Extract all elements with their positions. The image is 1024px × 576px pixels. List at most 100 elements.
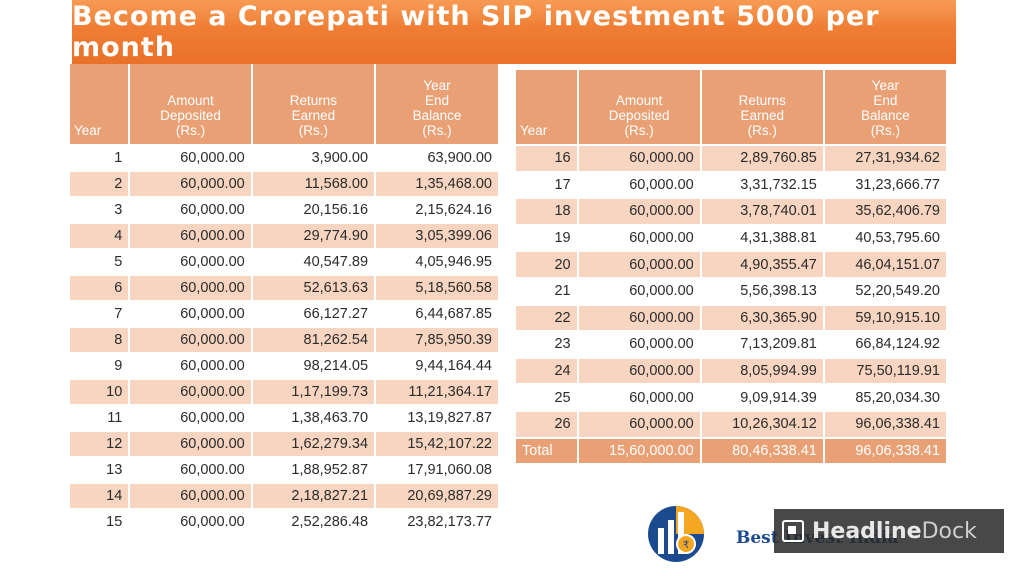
rupee-growth-logo-icon: ₹ [648,506,704,562]
col-header-year: Year [516,70,579,144]
cell-year: 19 [516,225,579,251]
cell-year: 24 [516,358,579,384]
table-row: 24 60,000.00 8,05,994.99 75,50,119.91 [516,358,948,384]
table-row: 21 60,000.00 5,56,398.13 52,20,549.20 [516,278,948,304]
cell-deposited: 60,000.00 [578,305,702,331]
cell-balance: 23,82,173.77 [376,510,500,534]
cell-year: 3 [70,198,131,222]
col-header-amount: Amount Deposited (Rs.) [130,64,253,144]
cell-year: 4 [70,224,131,248]
cell-year: 6 [70,276,131,300]
cell-balance: 4,05,946.95 [376,250,500,274]
cell-returns: 9,09,914.39 [701,385,825,410]
cell-year: 12 [70,432,131,456]
table-row: 2 60,000.00 11,568.00 1,35,468.00 [70,172,500,196]
cell-year: 14 [70,484,131,508]
cell-balance: 66,84,124.92 [824,332,948,357]
table-row: 1 60,000.00 3,900.00 63,900.00 [70,146,500,170]
cell-year: 8 [70,328,131,352]
table-row: 13 60,000.00 1,88,952.87 17,91,060.08 [70,458,500,482]
cell-deposited: 60,000.00 [578,252,702,277]
cell-returns: 4,31,388.81 [701,225,825,251]
cell-deposited: 60,000.00 [130,510,253,534]
cell-balance: 46,04,151.07 [824,252,948,277]
cell-deposited: 60,000.00 [578,411,702,437]
cell-balance: 85,20,034.30 [824,385,948,410]
cell-balance: 1,35,468.00 [376,172,500,196]
cell-year: 2 [70,172,131,196]
col-header-balance: Year End Balance (Rs.) [376,64,500,144]
table-row: 17 60,000.00 3,31,732.15 31,23,666.77 [516,172,948,198]
cell-balance: 75,50,119.91 [824,358,948,384]
cell-returns: 2,89,760.85 [701,146,825,171]
cell-year: 1 [70,146,131,170]
cell-balance: 5,18,560.58 [376,276,500,300]
cell-returns: 7,13,209.81 [701,332,825,357]
cell-deposited: 60,000.00 [130,198,253,222]
cell-returns: 2,52,286.48 [252,510,377,534]
cell-balance: 35,62,406.79 [824,199,948,224]
cell-deposited: 60,000.00 [578,332,702,357]
cell-returns: 4,90,355.47 [701,252,825,277]
cell-year: 13 [70,458,131,482]
cell-year: 21 [516,278,579,304]
cell-balance: 11,21,364.17 [376,380,500,404]
cell-deposited: 60,000.00 [130,484,253,508]
cell-balance: 40,53,795.60 [824,225,948,251]
watermark-text-1: Headline [812,518,922,544]
table-row: 10 60,000.00 1,17,199.73 11,21,364.17 [70,380,500,404]
cell-returns: 1,88,952.87 [252,458,377,482]
cell-returns: 2,18,827.21 [252,484,377,508]
cell-deposited: 60,000.00 [578,278,702,304]
table-row: 15 60,000.00 2,52,286.48 23,82,173.77 [70,510,500,534]
cell-returns: 40,547.89 [252,250,377,274]
cell-year: 10 [70,380,131,404]
table-row: 4 60,000.00 29,774.90 3,05,399.06 [70,224,500,248]
table-row: 18 60,000.00 3,78,740.01 35,62,406.79 [516,199,948,224]
col-header-returns: Returns Earned (Rs.) [701,70,825,144]
col-header-returns: Returns Earned (Rs.) [252,64,377,144]
col-header-amount: Amount Deposited (Rs.) [578,70,702,144]
cell-balance: 6,44,687.85 [376,302,500,326]
cell-year: 18 [516,199,579,224]
cell-deposited: 60,000.00 [130,146,253,170]
cell-deposited: 60,000.00 [578,172,702,198]
cell-deposited: 60,000.00 [578,199,702,224]
cell-total-label: Total [516,438,579,464]
cell-balance: 96,06,338.41 [824,411,948,437]
cell-returns: 3,78,740.01 [701,199,825,224]
page-title: Become a Crorepati with SIP investment 5… [72,0,956,64]
cell-deposited: 60,000.00 [130,458,253,482]
cell-returns: 6,30,365.90 [701,305,825,331]
cell-year: 11 [70,406,131,430]
table-row: 14 60,000.00 2,18,827.21 20,69,887.29 [70,484,500,508]
cell-returns: 5,56,398.13 [701,278,825,304]
table-row: 11 60,000.00 1,38,463.70 13,19,827.87 [70,406,500,430]
cell-returns: 1,38,463.70 [252,406,377,430]
table-row: 16 60,000.00 2,89,760.85 27,31,934.62 [516,146,948,171]
cell-year: 17 [516,172,579,198]
table-row: 22 60,000.00 6,30,365.90 59,10,915.10 [516,305,948,331]
cell-balance: 2,15,624.16 [376,198,500,222]
table-header-row: Year Amount Deposited (Rs.) Returns Earn… [70,64,500,144]
col-header-year: Year [70,64,131,144]
sip-table-right: Year Amount Deposited (Rs.) Returns Earn… [516,68,948,465]
table-row: 25 60,000.00 9,09,914.39 85,20,034.30 [516,385,948,410]
table-row: 19 60,000.00 4,31,388.81 40,53,795.60 [516,225,948,251]
cell-deposited: 60,000.00 [130,328,253,352]
cell-year: 16 [516,146,579,171]
cell-deposited: 60,000.00 [578,225,702,251]
table-row: 9 60,000.00 98,214.05 9,44,164.44 [70,354,500,378]
cell-balance: 52,20,549.20 [824,278,948,304]
watermark-text-2: Dock [921,518,977,544]
table-row: 23 60,000.00 7,13,209.81 66,84,124.92 [516,332,948,357]
cell-returns: 11,568.00 [252,172,377,196]
cell-year: 7 [70,302,131,326]
cell-year: 22 [516,305,579,331]
sip-table-left: Year Amount Deposited (Rs.) Returns Earn… [70,62,500,536]
cell-balance: 3,05,399.06 [376,224,500,248]
cell-balance: 7,85,950.39 [376,328,500,352]
cell-returns: 8,05,994.99 [701,358,825,384]
cell-balance: 63,900.00 [376,146,500,170]
cell-total-returns: 80,46,338.41 [701,438,825,464]
